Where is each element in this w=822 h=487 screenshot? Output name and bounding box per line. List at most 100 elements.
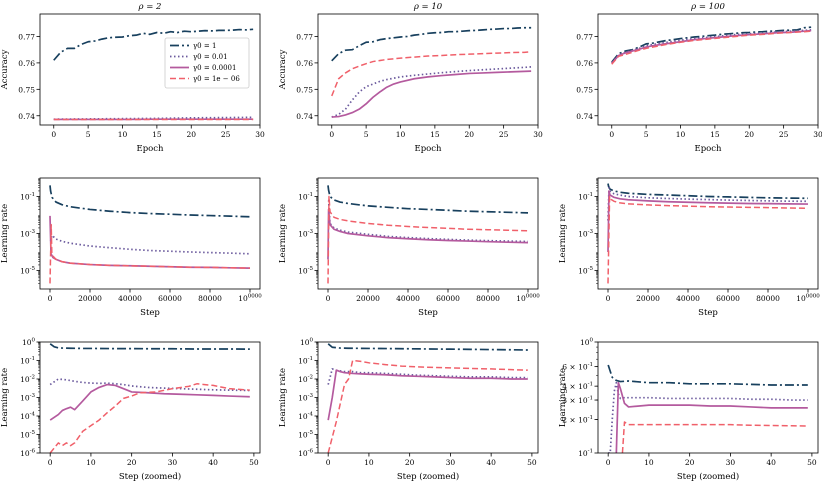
x-tick-label: 0 <box>326 294 331 303</box>
series-line-2 <box>327 369 528 421</box>
x-tick-label: 40000 <box>396 294 420 303</box>
series-line-3 <box>49 383 250 453</box>
x-tick-label: 40000 <box>118 294 142 303</box>
y-tick-label: 0.76 <box>18 59 35 68</box>
x-tick-label: 25 <box>499 130 509 139</box>
x-tick-label: 20000 <box>78 294 102 303</box>
x-tick-label: 0 <box>606 458 611 467</box>
y-tick-label: 0.74 <box>576 112 593 121</box>
subplot-title: ρ = 2 <box>138 2 162 12</box>
y-axis-label: Accuracy <box>278 49 288 90</box>
x-tick-label: 25 <box>779 130 789 139</box>
series-line-3 <box>607 195 809 284</box>
subplot-r1c0: 0 20000 40000 60000 80000 100000 10-1 10-3 10-5 S… <box>0 177 262 318</box>
y-tick-label: 10-3 <box>298 229 313 239</box>
y-tick-label: 10-5 <box>20 266 35 276</box>
x-tick-label: 15 <box>710 130 720 139</box>
y-tick-label: 10-4 <box>298 412 313 422</box>
y-tick-label: 10-1 <box>298 192 313 202</box>
y-tick-label: 10-1 <box>578 192 593 202</box>
y-tick-label: 10-4 <box>20 412 35 422</box>
subplot-r0c0: 0 5 10 15 20 25 30 0.74 0.75 0.76 0.77 Epoch Accurac… <box>0 2 265 154</box>
y-tick-label: 0.77 <box>296 32 313 41</box>
subplot-r0c2: 0 5 10 15 20 25 30 0.74 0.75 0.76 0.77 Epoch ρ = 100 <box>576 2 822 154</box>
x-tick-label: 10 <box>676 130 686 139</box>
x-tick-label: 10 <box>396 130 406 139</box>
x-axis-label: Step <box>418 308 438 318</box>
y-tick-label: 0.75 <box>18 85 35 94</box>
y-tick-label: 10-1 <box>20 356 35 366</box>
x-axis-label: Epoch <box>415 144 443 154</box>
series-line-2 <box>327 208 529 260</box>
x-tick-label: 0 <box>329 130 334 139</box>
series-line-1 <box>607 186 809 221</box>
series-line-0 <box>53 28 254 61</box>
x-tick-label: 40 <box>766 458 776 467</box>
y-axis-label: Learning rate <box>558 368 568 427</box>
subplot-r1c1: 0 20000 40000 60000 80000 100000 10-1 10-3 10-5 S… <box>278 177 540 318</box>
axes-frame <box>597 13 819 126</box>
axes-frame <box>39 13 261 126</box>
x-tick-label: 10 <box>364 458 374 467</box>
subplot-r1c2: 0 20000 40000 60000 80000 100000 10-1 10-3 10-5 S… <box>558 177 820 318</box>
x-tick-label: 80000 <box>476 294 500 303</box>
series-line-2 <box>615 381 808 453</box>
axes-frame <box>597 177 819 290</box>
y-tick-label: 10-1 <box>578 449 593 459</box>
y-tick-label: 3 × 10-1 <box>562 396 593 406</box>
x-tick-label: 30 <box>446 458 456 467</box>
x-tick-label: 50 <box>807 458 817 467</box>
y-axis-label: Learning rate <box>278 204 288 263</box>
x-tick-label: 100000 <box>238 294 262 304</box>
legend-entry-0: γ0 = 1 <box>193 42 216 50</box>
x-tick-label: 30 <box>533 130 543 139</box>
series-line-1 <box>49 234 251 255</box>
series-line-0 <box>607 183 809 200</box>
y-tick-label: 0.76 <box>576 59 593 68</box>
y-tick-label: 0.76 <box>296 59 313 68</box>
subplot-title: ρ = 100 <box>690 2 725 12</box>
x-tick-label: 0 <box>609 130 614 139</box>
x-tick-label: 20000 <box>356 294 380 303</box>
axes-frame <box>39 341 261 454</box>
x-tick-label: 50 <box>249 458 259 467</box>
x-tick-label: 20 <box>464 130 474 139</box>
series-line-0 <box>327 343 528 351</box>
y-tick-label: 6 × 10-1 <box>562 362 593 372</box>
y-tick-label: 10-3 <box>298 393 313 403</box>
x-tick-label: 60000 <box>158 294 182 303</box>
y-tick-label: 10-5 <box>298 430 313 440</box>
x-tick-label: 40 <box>208 458 218 467</box>
x-tick-label: 30 <box>168 458 178 467</box>
y-tick-label: 100 <box>580 338 594 348</box>
x-tick-label: 100000 <box>796 294 820 304</box>
y-tick-label: 0.74 <box>18 112 35 121</box>
axes-frame <box>317 341 539 454</box>
x-tick-label: 10 <box>86 458 96 467</box>
axes-frame <box>317 13 539 126</box>
legend-entry-3: γ0 = 1e − 06 <box>193 75 240 83</box>
series-line-2 <box>49 383 250 421</box>
series-line-3 <box>331 51 532 97</box>
x-tick-label: 80000 <box>756 294 780 303</box>
x-tick-label: 0 <box>51 130 56 139</box>
subplot-r2c1: 0 10 20 30 40 50 100 10-1 10-2 10-3 10-4 10-5 10-6 St… <box>278 338 539 482</box>
series-line-3 <box>327 359 528 453</box>
x-tick-label: 10 <box>644 458 654 467</box>
x-tick-label: 25 <box>221 130 231 139</box>
subplot-title: ρ = 10 <box>413 2 443 12</box>
legend-entry-1: γ0 = 0.01 <box>193 53 228 61</box>
y-tick-label: 10-6 <box>20 449 35 459</box>
series-line-2 <box>49 215 251 269</box>
y-axis-label: Learning rate <box>278 368 288 427</box>
series-line-2 <box>611 29 812 64</box>
subplot-r2c2: 0 10 20 30 40 50 100 6 × 10-1 4 × 10-1 3 × 10-1 2 … <box>558 338 819 482</box>
axes-frame <box>597 341 819 454</box>
y-tick-label: 0.75 <box>576 85 593 94</box>
x-tick-label: 10 <box>118 130 128 139</box>
subplot-r2c0: 0 10 20 30 40 50 100 10-1 10-2 10-3 10-4 10-5 10-6 St… <box>0 338 261 482</box>
y-tick-label: 10-5 <box>298 266 313 276</box>
x-axis-label: Step <box>140 308 160 318</box>
x-axis-label: Step (zoomed) <box>119 471 181 482</box>
